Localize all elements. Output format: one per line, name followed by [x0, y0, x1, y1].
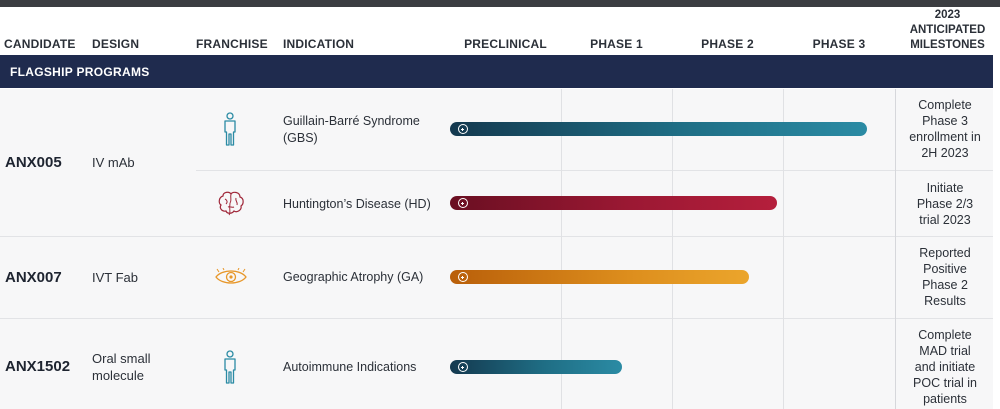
person-icon [224, 350, 236, 384]
header-phase-1: PHASE 1 [590, 37, 643, 51]
milestone-line: Positive [923, 262, 967, 276]
top-bar [0, 0, 1000, 7]
brain-icon [218, 191, 244, 216]
header-milestones-line: ANTICIPATED [909, 24, 986, 36]
header-design: DESIGN [92, 37, 140, 51]
candidate-anx005: ANX005 [5, 154, 62, 171]
milestone-ga: Reported Positive Phase 2 Results [895, 245, 995, 309]
candidate-anx007: ANX007 [5, 269, 62, 286]
design-line: Oral small [92, 351, 151, 366]
milestone-line: Results [924, 294, 966, 308]
design-line: molecule [92, 368, 145, 383]
header-preclinical: PRECLINICAL [464, 37, 547, 51]
milestone-line: enrollment in [909, 130, 981, 144]
header-indication: INDICATION [283, 37, 355, 51]
indication-autoimmune: Autoimmune Indications [283, 360, 417, 374]
header-phase-2: PHASE 2 [701, 37, 754, 51]
milestone-line: Complete [918, 328, 972, 342]
indication-ga: Geographic Atrophy (GA) [283, 270, 424, 284]
design-anx1502: Oral small molecule [92, 350, 151, 384]
indication-line: Guillain-Barré Syndrome [283, 114, 420, 128]
header-milestones-line: 2023 [934, 9, 961, 21]
milestone-line: Phase 2/3 [916, 197, 974, 211]
milestone-line: patients [923, 392, 967, 406]
milestone-line: Reported [919, 246, 971, 260]
milestone-divider [895, 89, 896, 409]
stage-gridline [672, 89, 673, 409]
milestone-line: Phase 2 [922, 278, 968, 292]
stage-gridline [783, 89, 784, 409]
sub-row-divider [196, 170, 993, 171]
progress-bar-autoimmune [450, 360, 622, 374]
milestone-gbs: Complete Phase 3 enrollment in 2H 2023 [895, 97, 995, 161]
milestone-line: and initiate [914, 360, 976, 374]
plus-icon [458, 124, 468, 134]
milestone-line: MAD trial [919, 344, 971, 358]
candidate-anx1502: ANX1502 [5, 358, 71, 375]
row-band-anx005 [0, 89, 993, 236]
design-anx007: IVT Fab [92, 270, 139, 285]
milestone-line: 2H 2023 [921, 146, 969, 160]
milestone-line: Initiate [926, 181, 964, 195]
header-franchise: FRANCHISE [196, 37, 268, 51]
section-title: FLAGSHIP PROGRAMS [10, 65, 150, 79]
plus-icon [458, 362, 468, 372]
progress-bar-hd [450, 196, 777, 210]
indication-line: (GBS) [283, 131, 318, 145]
milestone-autoimmune: Complete MAD trial and initiate POC tria… [895, 327, 995, 407]
row-divider [0, 318, 993, 319]
milestone-line: trial 2023 [919, 213, 971, 227]
section-flagship-programs: FLAGSHIP PROGRAMS [0, 55, 993, 88]
stage-gridline [561, 89, 562, 409]
milestone-line: POC trial in [913, 376, 977, 390]
header-candidate: CANDIDATE [4, 37, 76, 51]
person-icon [224, 112, 236, 146]
header-phase-3: PHASE 3 [812, 37, 866, 51]
plus-icon [458, 198, 468, 208]
header-milestones-line: MILESTONES [910, 39, 985, 51]
progress-bar-gbs [450, 122, 867, 136]
row-divider [0, 236, 993, 237]
design-anx005: IV mAb [92, 155, 135, 170]
milestone-line: Complete [918, 98, 972, 112]
plus-icon [458, 272, 468, 282]
progress-bar-ga [450, 270, 749, 284]
indication-hd: Huntington’s Disease (HD) [283, 197, 431, 211]
milestone-hd: Initiate Phase 2/3 trial 2023 [895, 180, 995, 228]
header-milestones: 2023 ANTICIPATED MILESTONES [895, 8, 1000, 53]
milestone-line: Phase 3 [922, 114, 968, 128]
indication-gbs: Guillain-Barré Syndrome (GBS) [283, 113, 420, 147]
eye-icon [215, 268, 247, 284]
